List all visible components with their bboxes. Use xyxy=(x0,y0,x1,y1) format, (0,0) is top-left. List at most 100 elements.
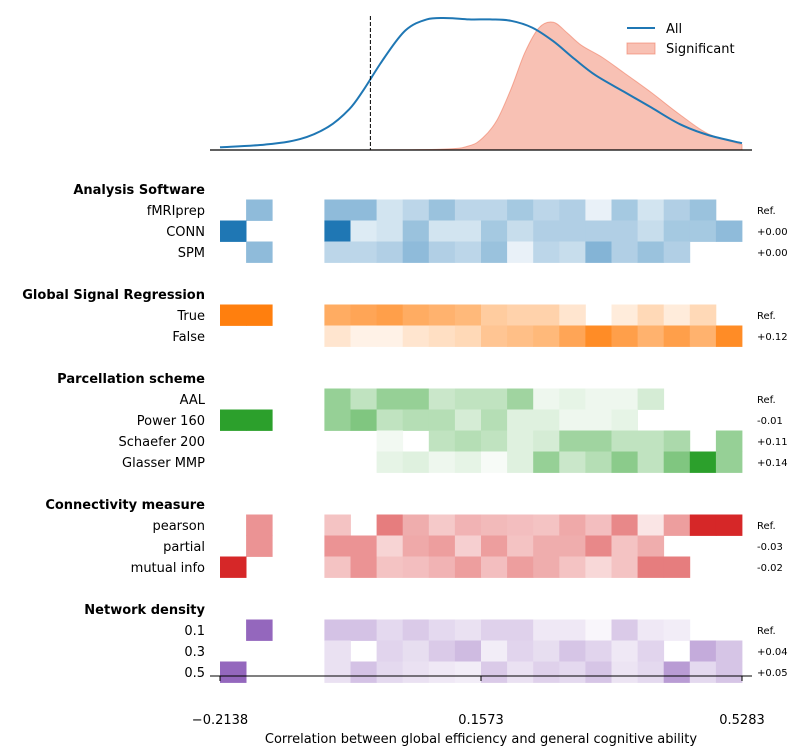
heatmap-cell xyxy=(246,535,273,557)
heatmap-cell xyxy=(559,220,586,242)
heatmap-cell xyxy=(637,430,665,452)
row-label: Glasser MMP xyxy=(122,456,205,471)
heatmap-cell xyxy=(507,325,534,347)
heatmap-cell xyxy=(533,661,560,683)
heatmap-cell xyxy=(689,325,717,347)
heatmap-cell xyxy=(533,220,560,242)
heatmap-cell xyxy=(376,640,404,662)
heatmap-cell xyxy=(376,451,404,473)
heatmap-cell xyxy=(350,304,377,326)
heatmap-cell xyxy=(454,220,482,242)
all-density-line xyxy=(219,16,743,149)
heatmap-cell xyxy=(246,514,273,536)
heatmap-cell xyxy=(663,199,691,221)
heatmap-cell xyxy=(559,514,586,536)
heatmap-cell xyxy=(428,304,456,326)
heatmap-cell xyxy=(663,241,691,263)
heatmap-cell xyxy=(585,325,612,347)
heatmap-cell xyxy=(376,241,404,263)
heatmap-cell xyxy=(611,241,638,263)
row-delta: +0.11 xyxy=(757,437,788,448)
heatmap-cell xyxy=(350,199,377,221)
heatmap-cell xyxy=(324,409,351,431)
heatmap-cell xyxy=(507,640,534,662)
heatmap-cell xyxy=(350,661,377,683)
heatmap-cell xyxy=(611,556,638,578)
row-label: AAL xyxy=(180,393,206,408)
heatmap-cell xyxy=(559,304,586,326)
heatmap-cell xyxy=(402,556,430,578)
heatmap-cell xyxy=(611,619,638,641)
heatmap-cell xyxy=(715,451,743,473)
heatmap-cell xyxy=(585,199,612,221)
group-title: Network density xyxy=(84,603,205,618)
heatmap-cell xyxy=(428,409,456,431)
heatmap-cell xyxy=(559,556,586,578)
group-title: Analysis Software xyxy=(73,183,205,198)
heatmap-cell xyxy=(715,514,743,536)
heatmap-cell xyxy=(715,220,743,242)
row-delta: -0.01 xyxy=(757,416,783,427)
heatmap-cell xyxy=(715,640,743,662)
heatmap-cell xyxy=(611,535,638,557)
heatmap-cell xyxy=(533,514,560,536)
heatmap-cell xyxy=(533,430,560,452)
heatmap-cell xyxy=(402,199,430,221)
heatmap-cell xyxy=(481,304,508,326)
heatmap-cell xyxy=(481,409,508,431)
heatmap-cell xyxy=(507,619,534,641)
heatmap-cell xyxy=(376,199,404,221)
heatmap-cell xyxy=(324,640,351,662)
heatmap-cell xyxy=(585,241,612,263)
heatmap-cell xyxy=(428,640,456,662)
heatmap-cell xyxy=(559,640,586,662)
heatmap-cell xyxy=(533,199,560,221)
heatmap-cell xyxy=(637,199,665,221)
heatmap-cell xyxy=(324,220,351,242)
heatmap-cell xyxy=(428,241,456,263)
heatmap-cell xyxy=(350,619,377,641)
heatmap-cell xyxy=(402,661,430,683)
x-tick-label: −0.2138 xyxy=(192,713,248,728)
row-delta: +0.12 xyxy=(757,332,788,343)
heatmap-cell xyxy=(324,514,351,536)
heatmap-cell xyxy=(637,388,665,410)
heatmap-cell xyxy=(663,556,691,578)
heatmap-cell xyxy=(454,241,482,263)
heatmap-cell xyxy=(689,640,717,662)
heatmap-cell xyxy=(611,199,638,221)
heatmap-cell xyxy=(324,556,351,578)
heatmap-cell xyxy=(533,451,560,473)
heatmap-cell xyxy=(220,409,247,431)
heatmap-cell xyxy=(689,661,717,683)
heatmap-cell xyxy=(454,640,482,662)
heatmap-cell xyxy=(481,241,508,263)
heatmap-cell xyxy=(637,514,665,536)
heatmap-cell xyxy=(559,535,586,557)
heatmap-cell xyxy=(454,388,482,410)
heatmap-cell xyxy=(220,220,247,242)
heatmap-cell xyxy=(559,661,586,683)
heatmap-cell xyxy=(611,325,638,347)
heatmap-cell xyxy=(533,640,560,662)
row-label: 0.3 xyxy=(184,645,205,660)
heatmap-cell xyxy=(324,388,351,410)
x-tick-label: 0.5283 xyxy=(719,713,765,728)
row-label: 0.1 xyxy=(184,624,205,639)
heatmap-cell xyxy=(428,619,456,641)
heatmap-cell xyxy=(637,304,665,326)
row-delta: Ref. xyxy=(757,206,776,217)
row-delta: Ref. xyxy=(757,395,776,406)
heatmap-cell xyxy=(428,325,456,347)
heatmap-cell xyxy=(585,661,612,683)
heatmap-cell xyxy=(220,304,247,326)
heatmap-cell xyxy=(402,514,430,536)
heatmap-cell xyxy=(454,661,482,683)
heatmap-cell xyxy=(350,220,377,242)
heatmap-cell xyxy=(481,220,508,242)
heatmap-cell xyxy=(376,325,404,347)
row-delta: +0.14 xyxy=(757,458,788,469)
heatmap-cell xyxy=(324,661,351,683)
row-label: Power 160 xyxy=(137,414,205,429)
row-delta: -0.03 xyxy=(757,542,783,553)
